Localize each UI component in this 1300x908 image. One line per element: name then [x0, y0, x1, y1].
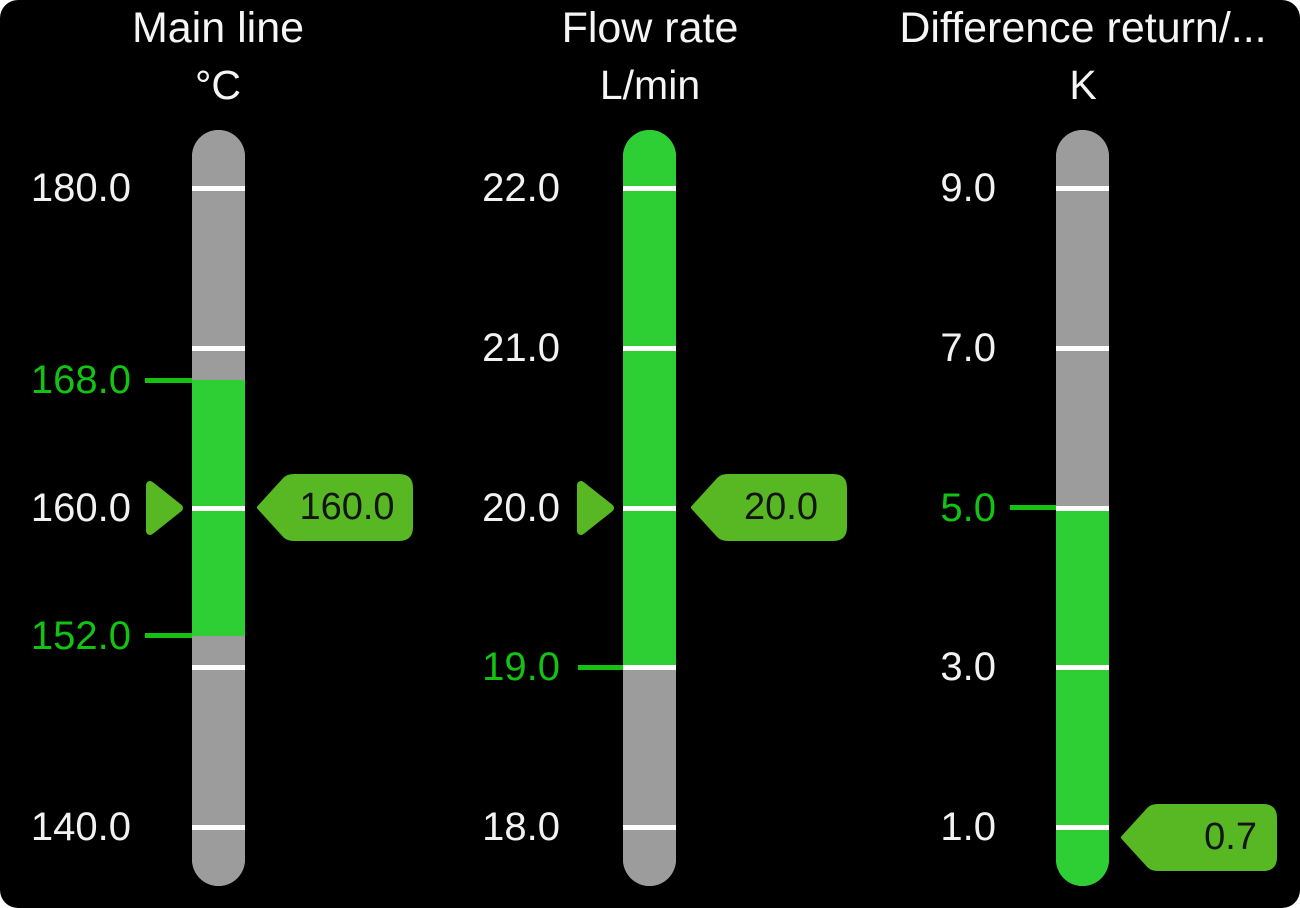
bar-gray-zone	[1056, 130, 1109, 507]
scale-tick-label: 7.0	[940, 326, 996, 370]
gauge-title: Difference return/...	[899, 4, 1267, 52]
scale-tick-line	[623, 506, 676, 511]
limit-high-tick-line	[145, 378, 192, 383]
gauge-bar	[1056, 130, 1109, 886]
scale-tick-line	[192, 825, 245, 830]
bar-gray-zone	[192, 130, 245, 380]
limit-low-label: 19.0	[482, 645, 560, 689]
value-tag-text: 20.0	[744, 486, 818, 528]
scale-tick-line	[1056, 506, 1109, 511]
scale-tick-line	[192, 346, 245, 351]
value-tag-text: 0.7	[1204, 816, 1257, 858]
scale-tick-line	[1056, 825, 1109, 830]
limit-high-tick-line	[1010, 505, 1056, 510]
gauge-bar	[623, 130, 676, 886]
scale-tick-line	[623, 346, 676, 351]
scale-tick-line	[623, 186, 676, 191]
scale-tick-label: 140.0	[30, 805, 131, 849]
gauge-unit: K	[1069, 62, 1097, 108]
value-pointer-icon	[146, 481, 183, 535]
limit-low-tick-line	[578, 665, 623, 670]
limit-low-tick-line	[145, 633, 192, 638]
scale-tick-label: 22.0	[482, 166, 560, 210]
bar-green-zone	[1056, 507, 1109, 886]
value-pointer-icon	[577, 481, 614, 535]
value-tag: 20.0	[687, 472, 851, 543]
tag-arrow-left-icon	[691, 474, 847, 541]
limit-high-label: 5.0	[940, 486, 996, 530]
bar-gray-zone	[623, 667, 676, 886]
value-tag-text: 160.0	[299, 486, 395, 528]
gauge-unit: °C	[194, 62, 241, 108]
scale-tick-label: 18.0	[482, 805, 560, 849]
scale-tick-label: 9.0	[940, 166, 996, 210]
scale-tick-line	[192, 665, 245, 670]
scale-tick-label: 1.0	[940, 805, 996, 849]
scale-tick-line	[623, 665, 676, 670]
scale-tick-label: 20.0	[482, 486, 560, 530]
scale-tick-line	[192, 186, 245, 191]
tag-arrow-left-icon	[257, 474, 413, 541]
scale-tick-label: 180.0	[30, 166, 131, 210]
scale-tick-line	[1056, 346, 1109, 351]
value-tag: 160.0	[253, 472, 417, 543]
tag-arrow-left-icon	[1121, 804, 1277, 871]
scale-tick-label: 160.0	[30, 486, 131, 530]
scale-tick-line	[192, 506, 245, 511]
limit-low-label: 152.0	[30, 614, 131, 658]
bar-green-zone	[623, 130, 676, 667]
scale-tick-line	[1056, 186, 1109, 191]
value-tag: 0.7	[1117, 802, 1281, 873]
gauge-title: Flow rate	[561, 4, 739, 52]
scale-tick-line	[1056, 665, 1109, 670]
limit-high-label: 168.0	[30, 358, 131, 402]
gauge-bar	[192, 130, 245, 886]
gauge-unit: L/min	[599, 62, 701, 108]
bar-gray-zone	[192, 636, 245, 886]
scale-tick-label: 21.0	[482, 326, 560, 370]
scale-tick-line	[623, 825, 676, 830]
scale-tick-label: 3.0	[940, 645, 996, 689]
gauge-title: Main line	[131, 4, 305, 52]
